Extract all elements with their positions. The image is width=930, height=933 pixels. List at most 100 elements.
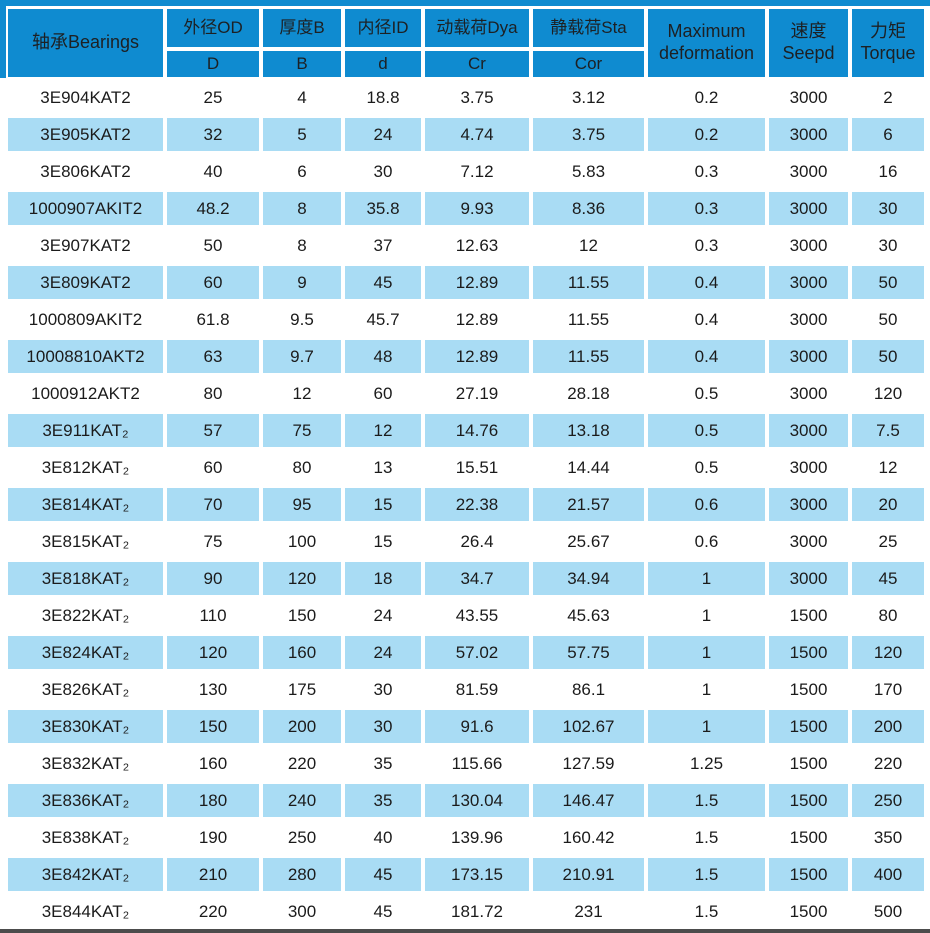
spec-value-cell: 3000 <box>769 192 848 225</box>
table-top-border <box>0 0 930 6</box>
spec-value-cell: 12 <box>345 414 421 447</box>
bearing-model-cell: 3E818KAT₂ <box>8 562 163 595</box>
spec-value-cell: 4.74 <box>425 118 529 151</box>
spec-value-cell: 27.19 <box>425 377 529 410</box>
spec-value-cell: 3000 <box>769 340 848 373</box>
spec-value-cell: 9.5 <box>263 303 341 336</box>
bearing-model-cell: 3E904KAT2 <box>8 81 163 114</box>
spec-value-cell: 0.2 <box>648 81 765 114</box>
header-max-deformation-line2: deformation <box>658 43 755 63</box>
spec-value-cell: 32 <box>167 118 259 151</box>
spec-value-cell: 5.83 <box>533 155 644 188</box>
spec-value-cell: 1 <box>648 673 765 706</box>
spec-value-cell: 102.67 <box>533 710 644 743</box>
spec-value-cell: 3.75 <box>533 118 644 151</box>
spec-value-cell: 280 <box>263 858 341 891</box>
spec-value-cell: 12 <box>852 451 924 484</box>
spec-value-cell: 210 <box>167 858 259 891</box>
spec-value-cell: 1500 <box>769 636 848 669</box>
bearing-model-cell: 3E842KAT₂ <box>8 858 163 891</box>
spec-value-cell: 120 <box>852 636 924 669</box>
spec-value-cell: 146.47 <box>533 784 644 817</box>
spec-value-cell: 1 <box>648 562 765 595</box>
bearing-model-cell: 3E824KAT₂ <box>8 636 163 669</box>
spec-value-cell: 220 <box>167 895 259 928</box>
spec-value-cell: 0.3 <box>648 192 765 225</box>
bearing-model-cell: 10008810AKT2 <box>8 340 163 373</box>
spec-value-cell: 50 <box>167 229 259 262</box>
header-bearings: 轴承Bearings <box>8 9 163 77</box>
spec-value-cell: 45.63 <box>533 599 644 632</box>
spec-value-cell: 86.1 <box>533 673 644 706</box>
spec-value-cell: 120 <box>852 377 924 410</box>
spec-value-cell: 12.63 <box>425 229 529 262</box>
spec-value-cell: 160 <box>167 747 259 780</box>
bearing-model-cell: 3E844KAT₂ <box>8 895 163 928</box>
spec-value-cell: 7.5 <box>852 414 924 447</box>
spec-value-cell: 25.67 <box>533 525 644 558</box>
spec-value-cell: 11.55 <box>533 266 644 299</box>
spec-value-cell: 220 <box>852 747 924 780</box>
spec-value-cell: 15 <box>345 525 421 558</box>
spec-value-cell: 200 <box>263 710 341 743</box>
spec-value-cell: 175 <box>263 673 341 706</box>
spec-value-cell: 240 <box>263 784 341 817</box>
spec-value-cell: 18.8 <box>345 81 421 114</box>
spec-value-cell: 80 <box>167 377 259 410</box>
header-torque: 力矩 Torque <box>852 9 924 77</box>
spec-value-cell: 25 <box>852 525 924 558</box>
spec-value-cell: 3000 <box>769 377 848 410</box>
spec-value-cell: 50 <box>852 303 924 336</box>
spec-value-cell: 250 <box>263 821 341 854</box>
spec-value-cell: 1500 <box>769 673 848 706</box>
bearing-model-cell: 3E907KAT2 <box>8 229 163 262</box>
spec-value-cell: 1500 <box>769 895 848 928</box>
spec-value-cell: 120 <box>167 636 259 669</box>
bearing-model-cell: 3E838KAT₂ <box>8 821 163 854</box>
spec-value-cell: 0.3 <box>648 155 765 188</box>
spec-value-cell: 91.6 <box>425 710 529 743</box>
bearing-model-cell: 1000912AKT2 <box>8 377 163 410</box>
spec-value-cell: 45 <box>852 562 924 595</box>
spec-value-cell: 37 <box>345 229 421 262</box>
spec-value-cell: 24 <box>345 636 421 669</box>
spec-value-cell: 43.55 <box>425 599 529 632</box>
spec-value-cell: 34.7 <box>425 562 529 595</box>
bearing-model-cell: 3E911KAT₂ <box>8 414 163 447</box>
spec-value-cell: 70 <box>167 488 259 521</box>
bearing-model-cell: 3E814KAT₂ <box>8 488 163 521</box>
spec-value-cell: 139.96 <box>425 821 529 854</box>
spec-value-cell: 75 <box>263 414 341 447</box>
spec-value-cell: 0.5 <box>648 451 765 484</box>
spec-value-cell: 81.59 <box>425 673 529 706</box>
header-thickness: 厚度B <box>263 9 341 47</box>
spec-value-cell: 61.8 <box>167 303 259 336</box>
spec-value-cell: 12 <box>533 229 644 262</box>
spec-value-cell: 160 <box>263 636 341 669</box>
header-speed-line1: 速度 <box>790 21 827 42</box>
spec-value-cell: 3000 <box>769 525 848 558</box>
spec-value-cell: 3000 <box>769 81 848 114</box>
spec-value-cell: 210.91 <box>533 858 644 891</box>
spec-value-cell: 5 <box>263 118 341 151</box>
spec-value-cell: 48 <box>345 340 421 373</box>
header-static-load: 静载荷Sta <box>533 9 644 47</box>
spec-value-cell: 60 <box>345 377 421 410</box>
spec-value-cell: 1.5 <box>648 858 765 891</box>
spec-value-cell: 3000 <box>769 414 848 447</box>
spec-value-cell: 3.12 <box>533 81 644 114</box>
spec-value-cell: 11.55 <box>533 340 644 373</box>
bearing-model-cell: 3E806KAT2 <box>8 155 163 188</box>
spec-value-cell: 14.44 <box>533 451 644 484</box>
spec-value-cell: 0.4 <box>648 266 765 299</box>
header-dynamic-load: 动载荷Dya <box>425 9 529 47</box>
spec-value-cell: 4 <box>263 81 341 114</box>
spec-value-cell: 0.5 <box>648 377 765 410</box>
spec-value-cell: 1500 <box>769 599 848 632</box>
spec-value-cell: 1.5 <box>648 784 765 817</box>
spec-value-cell: 1500 <box>769 710 848 743</box>
spec-value-cell: 11.55 <box>533 303 644 336</box>
spec-value-cell: 190 <box>167 821 259 854</box>
bearing-model-cell: 3E836KAT₂ <box>8 784 163 817</box>
spec-value-cell: 181.72 <box>425 895 529 928</box>
